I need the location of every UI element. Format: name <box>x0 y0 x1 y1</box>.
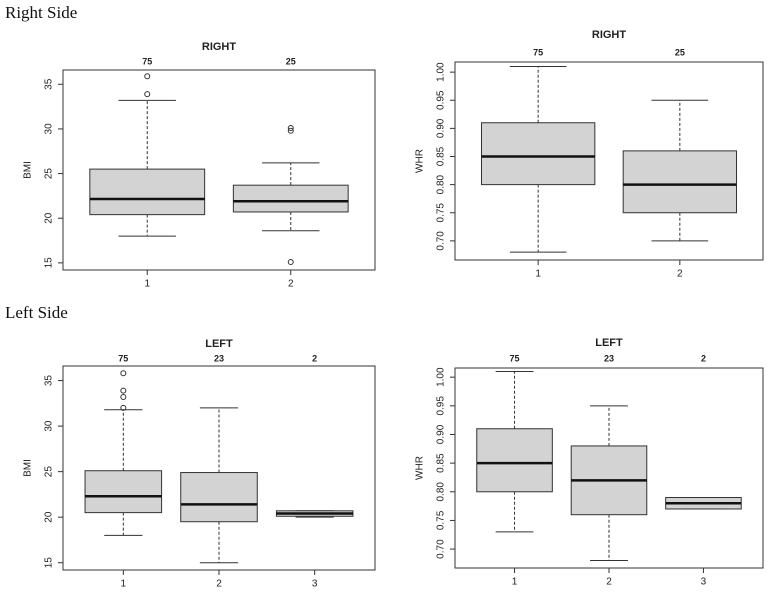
y-tick-label: 15 <box>44 257 55 269</box>
box <box>84 470 163 514</box>
y-tick-label: 0.75 <box>436 510 447 530</box>
y-tick-label: 0.90 <box>436 118 447 138</box>
x-tick-label: 3 <box>701 577 707 588</box>
y-tick-label: 0.80 <box>436 482 447 502</box>
x-tick-label: 2 <box>677 269 683 280</box>
count-label: 25 <box>675 47 685 57</box>
plot-frame <box>454 61 764 261</box>
y-tick-label: 0.75 <box>436 203 447 223</box>
y-tick-label: 15 <box>44 557 55 569</box>
y-tick-label: 25 <box>44 466 55 478</box>
box <box>180 472 258 523</box>
count-label: 2 <box>701 353 706 363</box>
count-label: 75 <box>142 56 152 66</box>
box <box>476 428 553 493</box>
box <box>622 150 738 214</box>
y-tick-label: 25 <box>44 168 55 180</box>
outlier <box>287 258 294 265</box>
y-axis-label: WHR <box>415 456 426 480</box>
outlier <box>287 127 294 134</box>
outlier <box>120 387 127 394</box>
x-tick-label: 1 <box>121 579 127 590</box>
chart-title: RIGHT <box>592 29 627 41</box>
y-tick-label: 0.80 <box>436 174 447 194</box>
box <box>480 122 596 186</box>
outlier <box>287 125 294 132</box>
x-tick-label: 2 <box>288 279 294 290</box>
y-tick-label: 0.90 <box>436 424 447 444</box>
y-axis-label: WHR <box>415 149 426 173</box>
x-tick-label: 1 <box>535 269 541 280</box>
x-tick-label: 1 <box>144 279 150 290</box>
count-label: 75 <box>118 353 128 363</box>
y-axis-label: BMI <box>23 459 34 477</box>
y-tick-label: 1.00 <box>436 62 447 82</box>
y-tick-label: 0.70 <box>436 231 447 251</box>
y-tick-label: 0.85 <box>436 146 447 166</box>
y-tick-label: 35 <box>44 78 55 90</box>
count-label: 23 <box>604 353 614 363</box>
plot-frame <box>62 69 376 271</box>
y-tick-label: 20 <box>44 212 55 224</box>
outlier <box>120 393 127 400</box>
chart-title: LEFT <box>205 338 233 350</box>
y-tick-label: 0.85 <box>436 453 447 473</box>
outlier <box>120 404 127 411</box>
outlier <box>120 370 127 377</box>
x-tick-label: 3 <box>312 579 318 590</box>
y-tick-label: 30 <box>44 420 55 432</box>
y-tick-label: 1.00 <box>436 367 447 387</box>
y-tick-label: 0.70 <box>436 539 447 559</box>
count-label: 75 <box>533 47 543 57</box>
y-tick-label: 0.95 <box>436 396 447 416</box>
y-tick-label: 35 <box>44 375 55 387</box>
y-axis-label: BMI <box>23 161 34 179</box>
box <box>232 184 349 213</box>
chart-title: LEFT <box>595 337 623 349</box>
box <box>89 168 206 216</box>
section-heading: Left Side <box>5 303 68 322</box>
x-tick-label: 1 <box>512 577 518 588</box>
x-tick-label: 2 <box>216 579 222 590</box>
x-tick-label: 2 <box>606 577 612 588</box>
count-label: 75 <box>510 353 520 363</box>
outlier <box>144 73 151 80</box>
outlier <box>144 91 151 98</box>
count-label: 25 <box>286 56 296 66</box>
section-heading: Right Side <box>5 3 77 22</box>
count-label: 23 <box>214 353 224 363</box>
y-tick-label: 20 <box>44 511 55 523</box>
chart-title: RIGHT <box>202 41 237 53</box>
y-tick-label: 30 <box>44 123 55 135</box>
count-label: 2 <box>312 353 317 363</box>
y-tick-label: 0.95 <box>436 90 447 110</box>
